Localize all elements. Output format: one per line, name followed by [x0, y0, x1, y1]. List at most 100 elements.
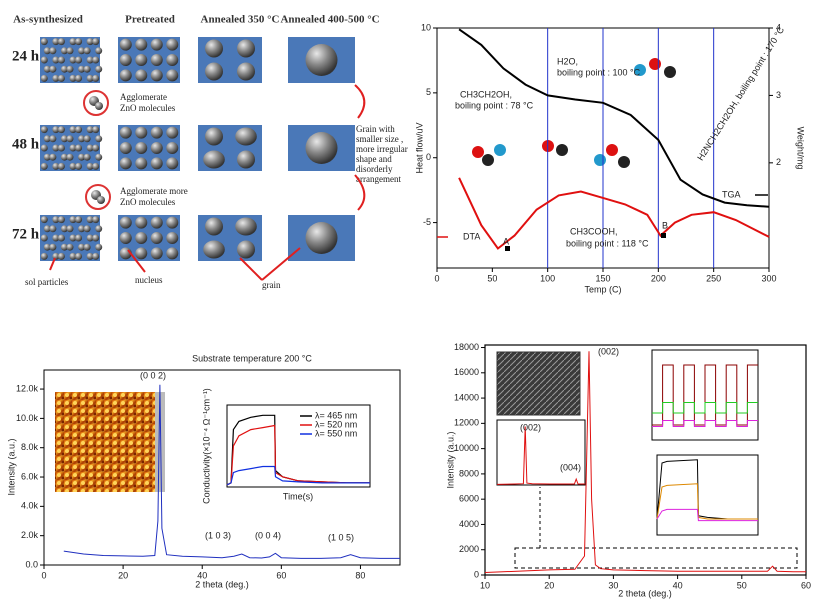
particle	[52, 74, 60, 82]
y2-axis-label: Weight/mg	[796, 127, 806, 170]
zoom-box	[514, 547, 798, 569]
y-tick-label: 0.0	[25, 559, 38, 569]
particle	[43, 65, 51, 73]
molecule-atom	[618, 156, 630, 168]
particle	[60, 47, 68, 55]
x-tick-label: 80	[355, 570, 365, 580]
arrow	[354, 84, 366, 119]
particle	[235, 217, 257, 236]
column-header: As-synthesized	[13, 14, 83, 26]
particle	[86, 252, 94, 260]
particle	[52, 216, 60, 224]
x-tick-label: 250	[706, 273, 721, 283]
particle	[119, 216, 132, 229]
particle	[78, 135, 86, 143]
particle	[52, 38, 60, 46]
particle	[78, 243, 86, 251]
y-tick-label: 10	[421, 22, 431, 32]
particle	[205, 39, 223, 58]
arrow	[261, 247, 301, 281]
y-tick-label: 12000	[454, 418, 479, 428]
annotation: TGA	[722, 189, 741, 199]
particle	[237, 39, 255, 58]
particle	[75, 252, 83, 260]
y-tick-label: 18000	[454, 342, 479, 352]
particle	[75, 234, 83, 242]
particle	[40, 144, 48, 152]
particle	[150, 126, 163, 139]
particle	[40, 162, 48, 170]
particle	[40, 74, 48, 82]
particle	[237, 150, 255, 169]
molecule-atom	[472, 146, 484, 158]
particle	[57, 252, 65, 260]
particle	[57, 234, 65, 242]
particle	[92, 56, 100, 64]
x-tick-label: 100	[540, 273, 555, 283]
x-axis-label: 2 theta (deg.)	[195, 579, 249, 589]
x-tick-label: 40	[197, 570, 207, 580]
particle	[86, 126, 94, 134]
particle	[69, 38, 77, 46]
particle	[95, 65, 103, 73]
y2-tick-label: 3	[776, 90, 781, 100]
label: nucleus	[135, 275, 163, 285]
annotation: B	[662, 220, 668, 230]
y2-tick-label: 2	[776, 157, 781, 167]
arrow	[127, 249, 146, 273]
particle	[75, 38, 83, 46]
particle	[150, 142, 163, 154]
particle	[166, 69, 179, 82]
particle	[60, 135, 68, 143]
molecule-atom	[556, 144, 568, 156]
particle	[52, 144, 60, 152]
y-tick-label: 2000	[459, 544, 479, 554]
molecule-atom	[494, 144, 506, 156]
particle	[75, 56, 83, 64]
annotation: DTA	[463, 231, 480, 241]
note: shape and	[356, 154, 392, 164]
particle	[166, 142, 179, 154]
particle	[40, 38, 48, 46]
particle	[86, 162, 94, 170]
arrow	[354, 174, 366, 211]
y-axis-label: Intensity (a.u.)	[445, 431, 455, 488]
annotation: (002)	[520, 422, 541, 432]
particle	[166, 247, 179, 260]
particle	[86, 38, 94, 46]
x-axis-label: 2 theta (deg.)	[618, 588, 672, 598]
particle	[78, 153, 86, 161]
annotation: (1 0 5)	[328, 532, 354, 542]
point-marker	[661, 233, 666, 238]
annotation: (0 0 2)	[140, 370, 166, 380]
y-tick-label: 6000	[459, 494, 479, 504]
series-line	[484, 351, 806, 573]
particle	[60, 153, 68, 161]
particle	[69, 144, 77, 152]
particle	[95, 135, 103, 143]
particle	[166, 232, 179, 244]
particle	[135, 38, 148, 51]
agglomerate	[97, 196, 105, 204]
particle	[86, 56, 94, 64]
row-label: 24 h	[12, 48, 40, 64]
x-tick-label: 0	[41, 570, 46, 580]
x-tick-label: 40	[673, 580, 683, 590]
particle	[69, 74, 77, 82]
legend-label: λ= 550 nm	[315, 428, 357, 438]
particle	[49, 65, 57, 73]
particle	[49, 225, 57, 233]
y-tick-label: 4.0k	[21, 501, 39, 511]
particle	[57, 74, 65, 82]
particle	[92, 144, 100, 152]
particle	[92, 126, 100, 134]
particle	[150, 54, 163, 66]
annotation: CH3CH2OH,	[460, 89, 512, 99]
particle	[52, 234, 60, 242]
particle	[150, 232, 163, 244]
particle	[95, 47, 103, 55]
particle	[57, 38, 65, 46]
particle	[75, 216, 83, 224]
series-line	[226, 424, 370, 486]
